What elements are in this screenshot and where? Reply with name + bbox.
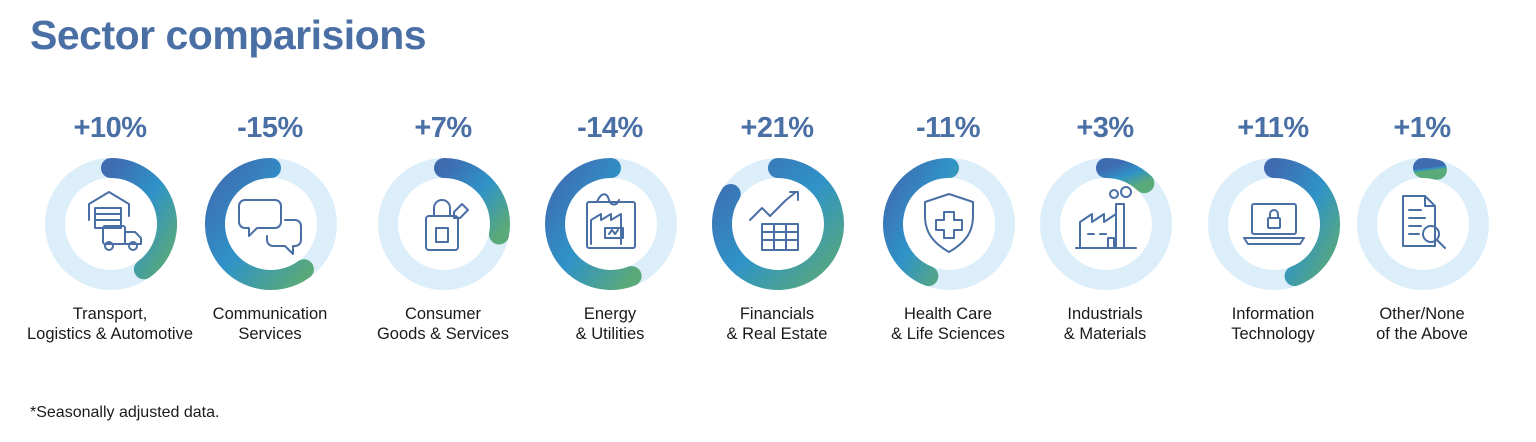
- factory-icon: [1075, 186, 1137, 249]
- donut-value-arc: [101, 158, 177, 280]
- sector-donut: [1040, 158, 1172, 290]
- sector-label: Health Care & Life Sciences: [858, 304, 1038, 344]
- donut-value-arc: [712, 158, 844, 290]
- sector-label-line: Consumer: [404, 305, 482, 323]
- sector-label-line: & Real Estate: [726, 325, 828, 343]
- sector-label: Industrials & Materials: [1015, 304, 1195, 344]
- sector-label-line: Industrials: [1067, 305, 1143, 323]
- sector-label: Communication Services: [180, 304, 360, 344]
- sector-item: +11% Information Technology: [1183, 112, 1363, 352]
- sector-label-line: Transport,: [72, 305, 148, 323]
- donut-value-arc: [545, 158, 642, 290]
- sector-value-label: +10%: [73, 112, 147, 144]
- sector-donut: [712, 158, 844, 290]
- sector-value-label: -15%: [237, 112, 303, 144]
- sector-item: +7% Consumer Goods & Services: [353, 112, 533, 352]
- footnote: *Seasonally adjusted data.: [30, 404, 220, 421]
- donut-track: [1357, 158, 1489, 290]
- sector-item: -14% Energy & Utilities: [520, 112, 700, 352]
- sector-label-line: Goods & Services: [376, 325, 510, 343]
- sector-donut: [205, 158, 337, 290]
- sector-item: +21% Financials & Real Estate: [687, 112, 867, 352]
- sector-label-line: Services: [238, 325, 302, 343]
- sector-donut: [1208, 158, 1340, 290]
- sector-item: +3% Industrials & Materials: [1015, 112, 1195, 352]
- sector-item: -15% Communication Services: [180, 112, 360, 352]
- sector-value-label: +3%: [1076, 112, 1134, 144]
- sector-label-line: & Materials: [1063, 325, 1147, 343]
- sector-label-line: Financials: [739, 305, 815, 323]
- sector-item: +1% Other/None of the Above: [1332, 112, 1512, 352]
- sector-label: Transport, Logistics & Automotive: [20, 304, 200, 344]
- sector-label-line: Other/None: [1379, 305, 1465, 323]
- laptop-lock-icon: [1243, 203, 1305, 245]
- medical-shield-icon: [924, 193, 974, 253]
- warehouse-truck-icon: [88, 191, 142, 251]
- donut-value-arc: [1264, 158, 1340, 287]
- sector-label: Consumer Goods & Services: [353, 304, 533, 344]
- sector-item: +10% Transport, Logistics & Automotive: [20, 112, 200, 352]
- sector-label: Other/None of the Above: [1332, 304, 1512, 344]
- sector-value-label: +1%: [1393, 112, 1451, 144]
- sector-label-line: Energy: [583, 305, 637, 323]
- donut-value-arc: [1413, 158, 1447, 180]
- shopping-bag-icon: [425, 199, 469, 251]
- sector-donut: [45, 158, 177, 290]
- sector-label-line: & Utilities: [575, 325, 645, 343]
- sector-value-label: +11%: [1237, 112, 1309, 144]
- sector-donut: [378, 158, 510, 290]
- sector-label-line: Technology: [1231, 325, 1315, 343]
- sector-donut: [883, 158, 1015, 290]
- donut-value-arc: [205, 158, 314, 290]
- sector-label-line: & Life Sciences: [891, 325, 1005, 343]
- sector-label-line: Health Care: [903, 305, 993, 323]
- sector-value-label: -11%: [915, 112, 981, 144]
- donut-value-arc: [434, 158, 510, 245]
- factory-battery-icon: [586, 193, 636, 249]
- page-title: Sector comparisions: [30, 12, 427, 58]
- sector-label-line: Information: [1231, 305, 1315, 323]
- sector-value-label: +7%: [414, 112, 472, 144]
- document-search-icon: [1402, 195, 1446, 249]
- donut-value-arc: [883, 158, 959, 287]
- donut-value-arc: [1096, 158, 1155, 194]
- chat-bubbles-icon: [238, 199, 302, 255]
- sector-label: Financials & Real Estate: [687, 304, 867, 344]
- sector-label: Information Technology: [1183, 304, 1363, 344]
- sector-donut: [1357, 158, 1489, 290]
- sector-label-line: Communication: [212, 305, 328, 323]
- sector-value-label: -14%: [577, 112, 643, 144]
- sector-value-label: +21%: [740, 112, 814, 144]
- sector-label-line: Logistics & Automotive: [27, 325, 193, 343]
- growth-chart-building-icon: [749, 191, 799, 251]
- sector-label: Energy & Utilities: [520, 304, 700, 344]
- sector-label-line: of the Above: [1376, 325, 1468, 343]
- sector-item: -11% Health Care & Life Sciences: [858, 112, 1038, 352]
- sector-donut: [545, 158, 677, 290]
